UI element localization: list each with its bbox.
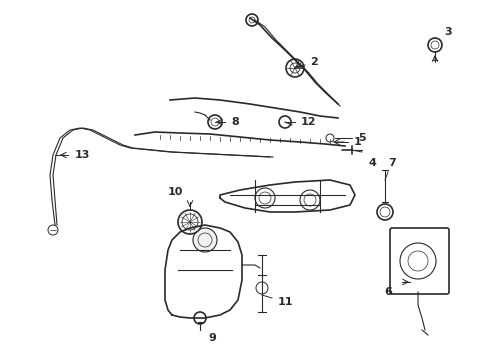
Circle shape	[178, 210, 202, 234]
Text: 6: 6	[383, 287, 391, 297]
Text: 13: 13	[74, 150, 89, 160]
Text: 1: 1	[353, 137, 361, 147]
Text: 3: 3	[443, 27, 451, 37]
Text: 2: 2	[309, 57, 317, 67]
Circle shape	[285, 59, 304, 77]
Circle shape	[193, 228, 217, 252]
Text: 10: 10	[167, 187, 183, 197]
Circle shape	[245, 14, 258, 26]
Text: 4: 4	[367, 158, 375, 168]
Text: 11: 11	[277, 297, 292, 307]
Text: 7: 7	[387, 158, 395, 168]
Circle shape	[376, 204, 392, 220]
Text: 12: 12	[300, 117, 315, 127]
Text: 8: 8	[231, 117, 238, 127]
FancyBboxPatch shape	[389, 228, 448, 294]
Text: 5: 5	[357, 133, 365, 143]
Circle shape	[427, 38, 441, 52]
Circle shape	[207, 115, 222, 129]
Circle shape	[194, 312, 205, 324]
Text: 9: 9	[207, 333, 216, 343]
Circle shape	[279, 116, 290, 128]
